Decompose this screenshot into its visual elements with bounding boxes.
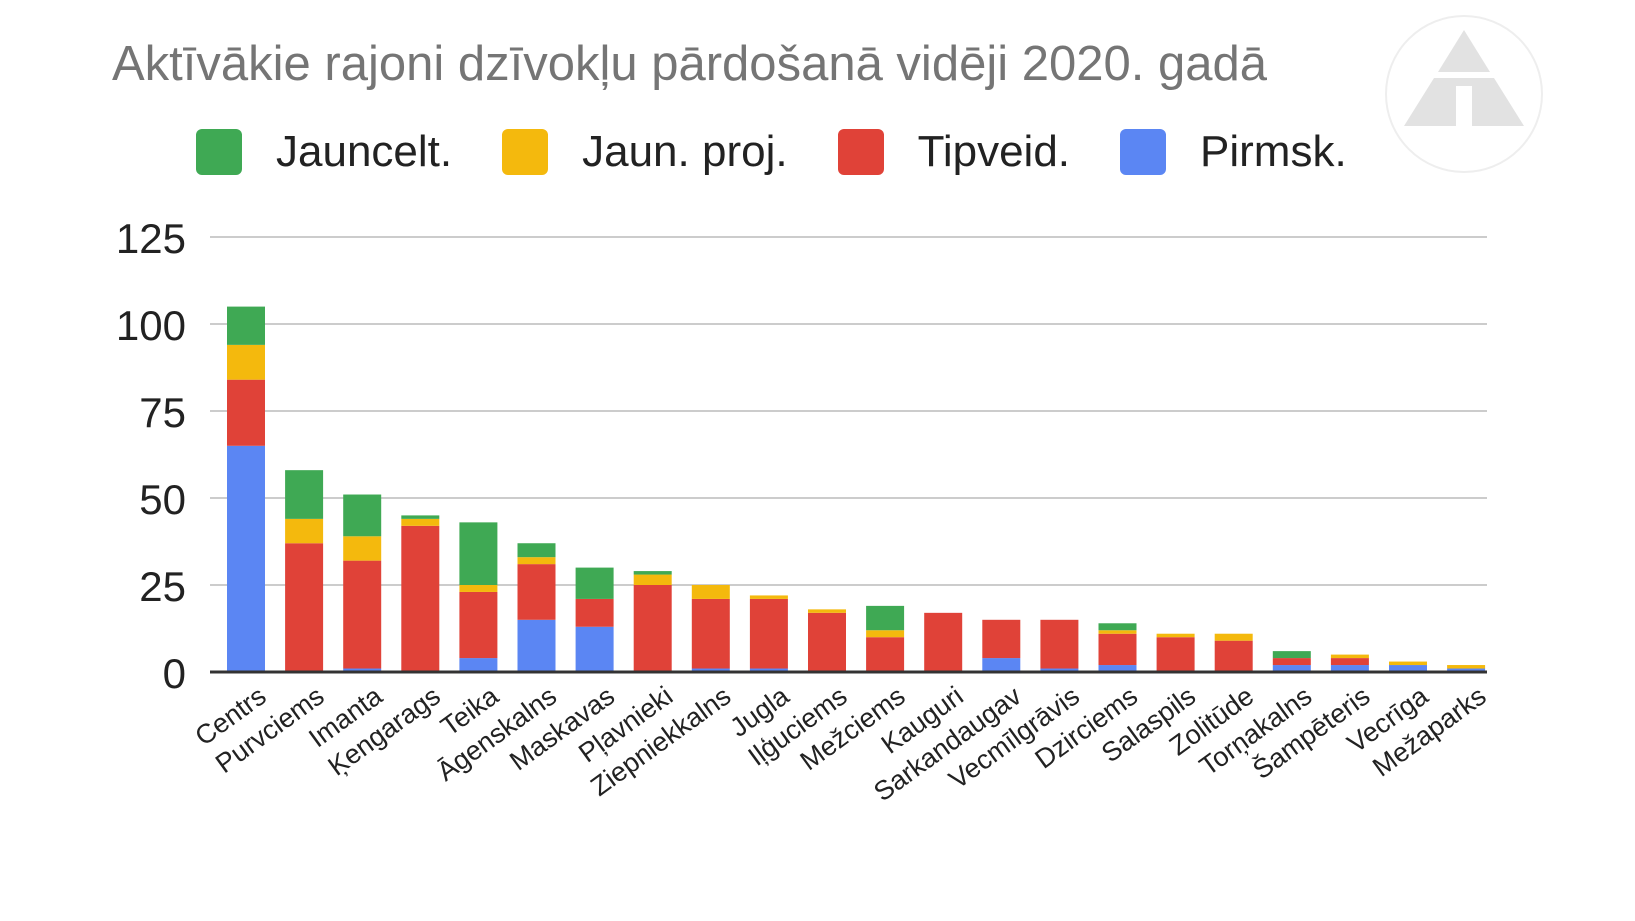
y-tick-label: 75	[139, 389, 186, 436]
bar-segment	[575, 567, 614, 599]
logo-triangle-icon	[1438, 30, 1490, 72]
bar-segment	[575, 598, 614, 627]
bar-segment	[1330, 654, 1369, 659]
bar-segment	[459, 585, 498, 592]
bar-segment	[1098, 630, 1137, 634]
bar-segment	[517, 543, 556, 558]
y-tick-label: 50	[139, 476, 186, 523]
legend-label: Tipveid.	[917, 127, 1071, 176]
bar-segment	[1330, 658, 1369, 666]
bar-segment	[866, 637, 905, 672]
bar-segment	[982, 658, 1021, 672]
legend-swatch	[196, 129, 242, 175]
bar-segment	[1156, 637, 1195, 672]
y-tick-label: 0	[163, 650, 186, 697]
bar-segment	[1098, 665, 1137, 672]
bar-segment	[227, 344, 265, 380]
bar-segment	[1272, 658, 1311, 666]
bar-segment	[1272, 665, 1311, 672]
bar-segment	[1389, 661, 1427, 666]
y-tick-label: 25	[139, 563, 186, 610]
bar-segment	[866, 630, 905, 638]
bar-segment	[1040, 668, 1079, 672]
bar-segment	[691, 598, 730, 669]
legend-label: Jaun. proj.	[582, 127, 788, 176]
bar-segment	[227, 445, 265, 672]
y-tick-label: 125	[116, 215, 186, 262]
bar-segment	[749, 598, 788, 669]
legend-item: Jaun. proj.	[502, 127, 788, 177]
bar-segment	[1214, 633, 1253, 641]
bar-segment	[517, 619, 556, 672]
bar-segment	[1040, 619, 1079, 669]
logo-watermark	[1385, 15, 1543, 173]
bar-segment	[575, 626, 614, 672]
bar-segment	[401, 515, 440, 519]
bar-segment	[982, 619, 1021, 659]
legend-swatch	[837, 129, 884, 175]
bar-segment	[1098, 633, 1137, 666]
bar-segment	[633, 585, 672, 672]
bar-segment	[633, 574, 672, 585]
bar-segment	[227, 306, 265, 345]
bar-segment	[1272, 651, 1311, 659]
legend-item: Pirmsk.	[1120, 127, 1347, 177]
bar-segment	[808, 609, 846, 613]
bar-segment	[517, 564, 556, 620]
bar-segment	[459, 522, 498, 585]
legend-label: Pirmsk.	[1200, 127, 1347, 176]
bar-segment	[227, 379, 265, 446]
bar-segment	[749, 668, 788, 672]
bar-segment	[1330, 665, 1369, 672]
bar-segment	[285, 518, 324, 544]
bar-segment	[343, 560, 382, 669]
bar-segment	[459, 591, 498, 659]
bar-segment	[1098, 623, 1137, 631]
legend-swatch	[502, 129, 549, 175]
bar-segment	[866, 605, 905, 631]
legend-label: Jauncelt.	[276, 127, 453, 176]
bar-segment	[459, 658, 498, 672]
y-tick-label: 100	[116, 302, 186, 349]
bar-segment	[343, 668, 382, 672]
bar-segment	[285, 470, 324, 519]
legend-swatch	[1120, 129, 1167, 175]
bar-segment	[749, 595, 788, 599]
bar-segment	[1214, 640, 1253, 672]
bar-segment	[691, 668, 730, 672]
bar-segment	[401, 518, 440, 526]
bar-segment	[1389, 665, 1427, 672]
bar-segment	[633, 571, 672, 575]
legend: Jauncelt. Jaun. proj. Tipveid. Pirmsk.	[196, 126, 1397, 178]
bar-segment	[808, 612, 846, 672]
bar-segment	[691, 585, 730, 599]
bar-segment	[285, 543, 324, 672]
bar-segment	[1156, 633, 1195, 638]
bar-segment	[924, 612, 963, 672]
legend-item: Jauncelt.	[196, 127, 452, 177]
chart-title: Aktīvākie rajoni dzīvokļu pārdošanā vidē…	[112, 37, 1267, 91]
bar-segment	[1447, 665, 1486, 669]
bar-segment	[401, 525, 440, 672]
bar-segment	[343, 494, 382, 537]
bar-segment	[517, 557, 556, 565]
bar-segment	[343, 536, 382, 561]
bar-segment	[1447, 668, 1486, 672]
legend-item: Tipveid.	[837, 127, 1071, 177]
